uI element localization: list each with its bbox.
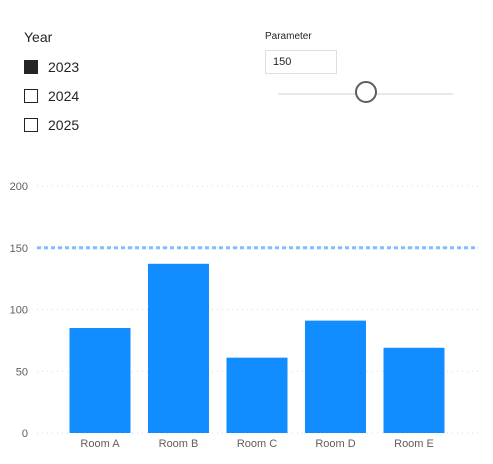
bar-room-d[interactable]	[305, 320, 366, 433]
checkbox-2025[interactable]	[24, 117, 38, 132]
slicer-item-label: 2023	[48, 58, 80, 75]
x-tick-label: Room B	[159, 438, 199, 450]
y-tick-label: 150	[10, 243, 28, 255]
slider-thumb[interactable]	[354, 81, 377, 103]
y-tick-label: 100	[10, 305, 28, 317]
slicer-title: Year	[24, 29, 53, 45]
y-tick-label: 200	[10, 181, 28, 193]
parameter-slider[interactable]	[278, 80, 453, 108]
bar-room-a[interactable]	[69, 328, 131, 433]
bars	[69, 263, 445, 433]
y-axis: 0 50 100 150 200	[10, 181, 28, 440]
bar-room-c[interactable]	[226, 357, 288, 433]
slicer-item-2024[interactable]: 2024	[24, 81, 224, 110]
year-slicer: Year 2023 2024 2025	[24, 28, 224, 139]
bar-room-e[interactable]	[383, 347, 445, 433]
x-tick-label: Room D	[315, 438, 355, 450]
slicer-item-2023[interactable]: 2023	[24, 52, 224, 81]
checkbox-2023[interactable]	[24, 59, 38, 74]
x-axis: Room A Room B Room C Room D Room E	[80, 438, 433, 450]
slicer-item-label: 2024	[48, 87, 80, 104]
slicer-item-2025[interactable]: 2025	[24, 110, 224, 139]
parameter-title: Parameter	[265, 31, 312, 42]
x-tick-label: Room C	[237, 438, 277, 450]
x-tick-label: Room A	[80, 438, 120, 450]
slicer-item-label: 2025	[48, 116, 80, 133]
y-tick-label: 50	[16, 366, 28, 378]
bar-room-b[interactable]	[148, 263, 209, 433]
x-tick-label: Room E	[394, 438, 434, 450]
parameter-slicer: Parameter	[265, 30, 465, 74]
checkbox-2024[interactable]	[24, 88, 38, 103]
y-tick-label: 0	[22, 428, 28, 440]
parameter-value-input[interactable]	[265, 50, 337, 74]
